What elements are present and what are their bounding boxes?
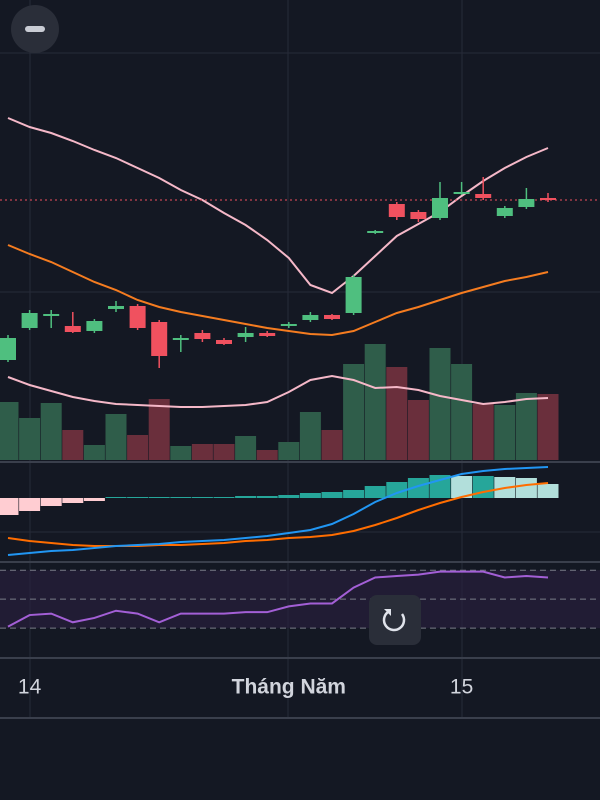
volume-bar [299,412,321,460]
macd-histogram-bar [83,498,105,501]
macd-histogram-bar [515,478,537,498]
macd-histogram-bar [19,498,41,511]
macd-histogram-bar [0,498,19,515]
volume-bar [83,445,105,460]
separators [0,461,600,719]
macd-histogram-bar [170,497,192,498]
volume-bar [62,430,84,460]
band-line-middle [7,244,549,337]
volume-bar [321,430,343,460]
volume-bar [494,405,516,460]
candle-body [172,338,189,340]
x-tick-label: 15 [450,676,473,699]
macd-histogram-bar [537,484,559,498]
volume-bar [170,446,192,460]
macd-histogram-bar [127,497,149,498]
volume-bar [278,442,300,460]
candle-body [302,315,319,320]
candle-body [475,194,492,198]
candle-body [194,333,211,339]
candle-body [21,313,38,328]
volume-bar [148,399,170,460]
volume-bar [386,367,408,460]
candle-body [151,322,168,356]
macd-line [7,466,549,556]
macd-histogram-bar [364,486,386,498]
macd-histogram-bar [278,495,300,498]
candle-body [432,198,448,218]
macd-histogram-bar [40,498,62,506]
minus-icon [25,26,45,32]
plot: 14 Tháng Năm 15 [0,117,600,699]
macd-histogram-bar [451,476,473,498]
macd-histogram-bar [386,482,408,498]
volume-bar [537,394,559,460]
macd-histogram-bar [235,496,257,498]
rsi-line [7,570,549,628]
macd-histogram-bar [321,492,343,498]
volume-bar [40,403,62,460]
candle-body [280,324,297,326]
candle-body [345,277,362,313]
candle-body [453,192,470,194]
volume-bar [407,400,429,460]
candle-body [324,315,340,319]
x-tick-label: 14 [18,676,42,699]
reset-button[interactable] [369,595,421,645]
band-line-upper [7,117,549,295]
collapse-button[interactable] [11,5,59,53]
macd-histogram-bar [62,498,84,503]
macd-histogram-bar [105,497,127,498]
reset-icon [382,611,406,632]
candle-body [64,326,81,332]
volume-bar [127,435,149,460]
volume-bar [256,450,278,460]
button-bg[interactable] [369,595,421,645]
x-tick-label: Tháng Năm [232,676,346,699]
candle-body [129,306,146,328]
volume-bar [429,348,451,460]
volume-bar [213,444,235,460]
volume-bar [343,364,365,460]
candle-body [237,333,254,337]
candle-body [108,306,124,309]
macd-histogram-bar [343,490,365,498]
volume-bar [19,418,41,460]
volume-bar [105,414,127,460]
candle-body [367,231,384,233]
candle-body [518,199,535,207]
volume-bar [472,404,494,460]
candle-body [410,212,427,219]
volume-bar [191,444,213,460]
macd-histogram-bar [191,497,213,498]
candle-body [86,321,103,331]
volume-bar [451,364,473,460]
candle-body [259,333,276,336]
candle-body [0,338,16,360]
candle-body [540,198,556,200]
macd-histogram-bar [213,497,235,498]
macd-histogram-bar [256,496,278,498]
candle-body [388,204,405,217]
volume-bar [515,393,537,460]
macd-histogram-bar [148,497,170,498]
volume-bar [0,402,19,460]
reset-icon-arrow [384,609,391,616]
macd-histogram-bar [299,493,321,498]
candle-body [496,208,513,216]
band-line-lower [7,374,549,408]
volume-bar [235,436,257,460]
macd-histogram-bar [407,478,429,498]
candle-body [43,314,60,316]
signal-line [7,482,549,547]
volume-bar [364,344,386,460]
candle-body [216,340,232,344]
